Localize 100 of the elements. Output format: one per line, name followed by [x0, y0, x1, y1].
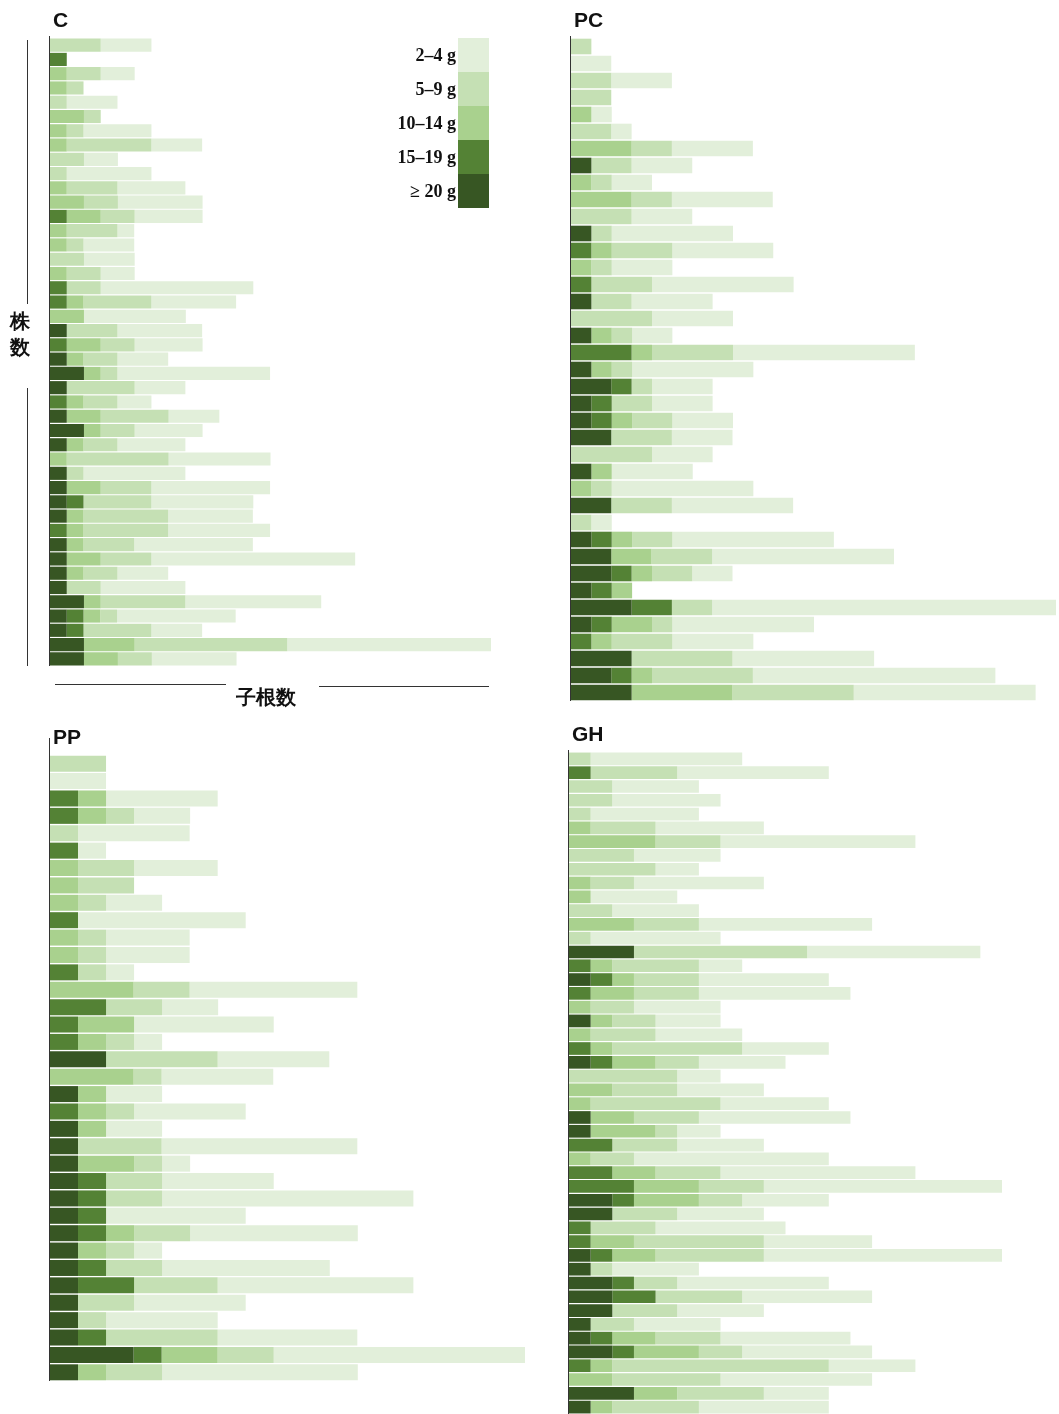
- bar: [571, 174, 592, 191]
- bar: [591, 395, 612, 412]
- bar: [611, 667, 632, 684]
- bar: [50, 1086, 79, 1103]
- bar: [161, 1346, 218, 1363]
- bar: [571, 327, 592, 344]
- bar: [652, 446, 713, 463]
- bar: [569, 959, 591, 973]
- bar: [652, 310, 733, 327]
- bar: [571, 599, 632, 616]
- bar: [571, 378, 612, 395]
- bar: [611, 548, 652, 565]
- bar: [50, 842, 79, 859]
- bar: [106, 1329, 218, 1346]
- bar: [78, 807, 107, 824]
- bar: [631, 208, 693, 225]
- bar: [571, 293, 592, 310]
- bar: [571, 55, 612, 72]
- bar: [50, 825, 79, 842]
- bar: [652, 276, 794, 293]
- bar: [134, 860, 218, 877]
- bar: [50, 95, 67, 109]
- bar: [655, 835, 721, 848]
- legend-label: 2–4 g: [415, 44, 456, 66]
- bar: [590, 959, 613, 973]
- bar: [712, 599, 1056, 616]
- bar: [66, 495, 84, 509]
- bar: [569, 1014, 591, 1028]
- bar: [591, 582, 612, 599]
- bar: [50, 509, 67, 523]
- bar: [571, 497, 612, 514]
- bar: [632, 412, 673, 429]
- bar: [571, 633, 592, 650]
- bar: [78, 1242, 107, 1259]
- bar: [671, 497, 794, 514]
- bar: [611, 174, 652, 191]
- bar: [631, 191, 672, 208]
- bar: [611, 395, 652, 412]
- bar: [569, 1000, 591, 1014]
- bar: [591, 514, 612, 531]
- bar: [611, 480, 754, 497]
- bar: [78, 790, 107, 807]
- bar: [569, 945, 634, 959]
- bar: [151, 138, 203, 152]
- bar: [591, 174, 612, 191]
- bar: [571, 38, 592, 55]
- bar: [712, 548, 895, 565]
- bar: [571, 548, 612, 565]
- bar: [571, 514, 592, 531]
- legend-label: 15–19 g: [397, 146, 456, 168]
- bar: [83, 124, 152, 138]
- bar: [571, 361, 592, 378]
- bar: [631, 599, 672, 616]
- bar: [571, 480, 592, 497]
- bar: [651, 548, 713, 565]
- bar: [569, 1042, 591, 1055]
- bar: [100, 38, 152, 52]
- bar: [50, 38, 101, 52]
- bar: [590, 1400, 613, 1414]
- bar: [134, 1225, 191, 1242]
- bar: [50, 964, 79, 981]
- bar: [591, 361, 612, 378]
- bar: [66, 481, 101, 495]
- bar: [672, 531, 834, 548]
- bar: [672, 633, 754, 650]
- bar: [631, 344, 652, 361]
- bar: [590, 821, 656, 835]
- bar: [50, 773, 107, 790]
- bar: [571, 123, 612, 140]
- bar: [631, 293, 713, 310]
- bar: [591, 531, 612, 548]
- bar: [652, 344, 733, 361]
- bar: [571, 106, 592, 123]
- bar: [78, 1155, 135, 1172]
- bar: [50, 912, 79, 929]
- bar: [571, 616, 592, 633]
- bar: [611, 259, 673, 276]
- bar: [569, 1138, 613, 1152]
- bar: [631, 650, 733, 667]
- bar: [590, 1152, 634, 1166]
- bar: [66, 95, 118, 109]
- bar: [569, 1359, 591, 1373]
- bar: [611, 565, 632, 582]
- legend-label: 5–9 g: [415, 78, 456, 100]
- bar: [591, 276, 652, 293]
- bar: [671, 140, 753, 157]
- bar: [652, 378, 713, 395]
- bar: [50, 790, 79, 807]
- bar: [590, 1262, 613, 1276]
- bar: [672, 242, 774, 259]
- y-axis-title: 株数: [10, 309, 31, 360]
- legend-label: ≥ 20 g: [410, 180, 456, 202]
- bar: [571, 140, 632, 157]
- bar: [611, 429, 672, 446]
- bar: [106, 1103, 135, 1120]
- bar: [571, 667, 612, 684]
- bar: [611, 242, 673, 259]
- bar: [655, 1331, 721, 1345]
- bar: [571, 412, 592, 429]
- bar: [591, 633, 612, 650]
